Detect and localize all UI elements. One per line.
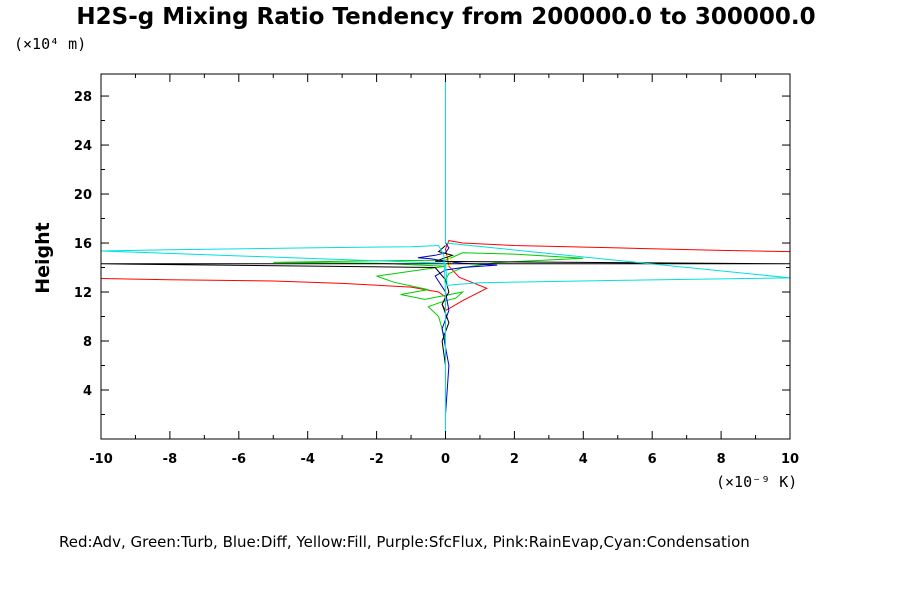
series-legend: Red:Adv, Green:Turb, Blue:Diff, Yellow:F…: [59, 533, 750, 551]
series-line-5: [100, 74, 791, 439]
x-tick-label: -6: [232, 452, 246, 467]
series-line-4: [100, 245, 791, 439]
x-tick-label: 4: [579, 452, 588, 467]
x-tick-label: -2: [369, 452, 383, 467]
y-tick-label: 4: [83, 384, 92, 399]
x-tick-label: 8: [717, 452, 726, 467]
series-line-0: [100, 240, 791, 312]
x-tick-label: 2: [510, 452, 519, 467]
y-axis: 4 8 12 16 20 24 28: [74, 90, 790, 416]
y-axis-label: Height: [32, 222, 54, 294]
y-tick-label: 20: [74, 188, 92, 203]
x-tick-label: 0: [441, 452, 450, 467]
y-tick-label: 12: [74, 286, 92, 301]
x-axis: -10 -8 -6 -4 -2 0 2 4 6 8 10: [89, 74, 799, 467]
x-tick-label: -4: [300, 452, 314, 467]
series-line-1: [273, 252, 584, 342]
y-tick-label: 8: [83, 335, 92, 350]
x-tick-label: 10: [781, 452, 799, 467]
x-unit-label: (×10⁻⁹ K): [716, 473, 797, 491]
x-tick-label: 6: [648, 452, 657, 467]
x-tick-label: -10: [89, 452, 113, 467]
y-tick-label: 24: [74, 139, 92, 154]
y-unit-label: (×10⁴ m): [14, 35, 86, 53]
chart-title: H2S-g Mixing Ratio Tendency from 200000.…: [76, 4, 815, 30]
y-tick-label: 28: [74, 90, 92, 105]
series-layer: [100, 74, 791, 439]
x-tick-label: -8: [163, 452, 177, 467]
y-tick-label: 16: [74, 237, 92, 252]
